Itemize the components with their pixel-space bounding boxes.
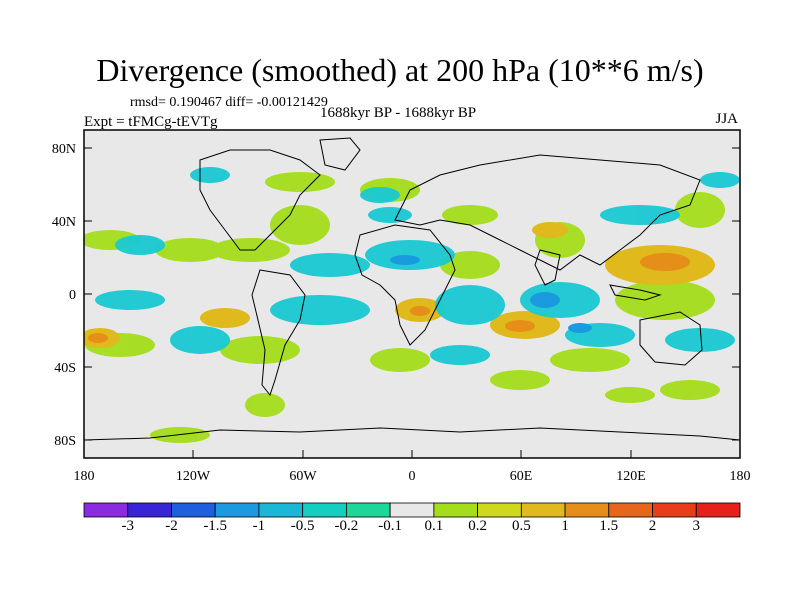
lat-label: 80N (52, 142, 76, 157)
divergence-field (84, 167, 740, 443)
colorbar-label: 1.5 (599, 518, 619, 534)
colorbar-label: -0.2 (334, 518, 359, 534)
colorbar-swatch (652, 502, 697, 518)
colorbar-swatch (258, 502, 304, 518)
lat-label: 40N (52, 215, 76, 230)
colorbar-swatch (608, 502, 653, 518)
colorbar-swatch (83, 502, 129, 518)
colorbar-label: 0.1 (424, 518, 444, 534)
colorbar-swatch (389, 502, 435, 518)
lon-label: 60W (289, 469, 317, 484)
lon-label: 0 (409, 469, 416, 484)
colorbar-label: 3 (692, 518, 701, 534)
colorbar-swatch (127, 502, 172, 518)
colorbar-label: -3 (121, 518, 134, 534)
colorbar-swatch (433, 502, 479, 518)
period-label: 1688kyr BP - 1688kyr BP (320, 105, 477, 121)
colorbar-label: 2 (648, 518, 657, 534)
colorbar-swatch (564, 502, 610, 518)
colorbar-label: -1 (252, 518, 266, 534)
lon-label: 180 (730, 469, 751, 484)
colorbar-swatch (214, 502, 260, 518)
lat-label: 80S (54, 434, 76, 449)
colorbar-swatch (171, 502, 216, 518)
plot-title: Divergence (smoothed) at 200 hPa (10**6 … (96, 52, 704, 88)
experiment-label: Expt = tFMCg-tEVTg (84, 114, 218, 130)
colorbar-label: -2 (165, 518, 178, 534)
colorbar-label: 0.5 (511, 518, 531, 534)
lon-label: 180 (74, 469, 95, 484)
lon-label: 120W (176, 469, 211, 484)
lon-label: 60E (510, 469, 533, 484)
colorbar-swatch (302, 502, 347, 518)
lat-label: 0 (69, 288, 76, 303)
positive-contours-light (84, 172, 725, 443)
colorbar-swatch (520, 502, 566, 518)
lat-label: 40S (54, 361, 76, 376)
colorbar (83, 502, 741, 518)
colorbar-label: 1 (561, 518, 569, 534)
colorbar-label: -1.5 (203, 518, 228, 534)
colorbar-label: -0.1 (378, 518, 402, 534)
positive-contours-high (88, 253, 690, 343)
lon-label: 120E (616, 469, 646, 484)
stats-text: rmsd= 0.190467 diff= -0.00121429 (130, 95, 328, 110)
colorbar-label: 0.2 (468, 518, 487, 534)
season-label: JJA (715, 111, 738, 127)
colorbar-label: -0.5 (290, 518, 315, 534)
colorbar-swatch (345, 502, 391, 518)
colorbar-swatch (477, 502, 522, 518)
negative-contours-mid (390, 255, 592, 333)
coastlines (84, 137, 740, 441)
colorbar-swatch (695, 502, 741, 518)
lon-axis: 180 120W 60W 0 60E 120E 180 (74, 450, 751, 484)
lat-axis: 80N 40N 0 40S 80S (52, 142, 740, 449)
